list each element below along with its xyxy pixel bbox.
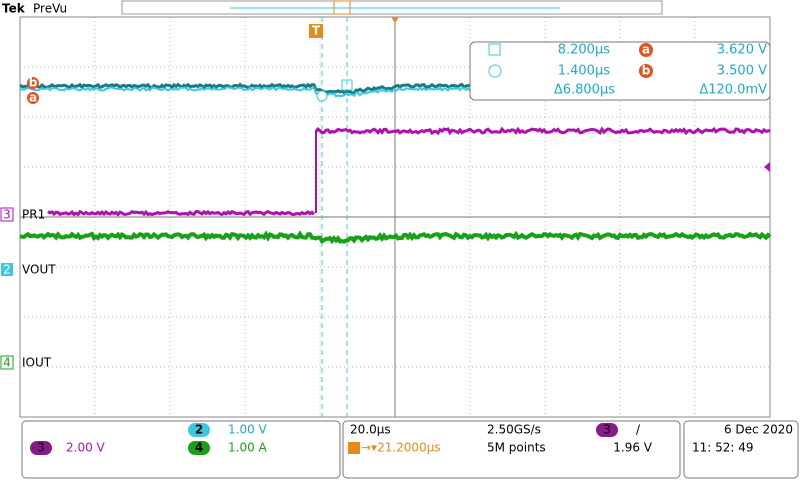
b-label: b: [642, 64, 651, 78]
ch4-status-number: 4: [195, 441, 203, 455]
trigger-source: 3: [603, 423, 611, 437]
b-marker-label: b: [29, 76, 38, 90]
trigger-level-marker: [764, 162, 770, 172]
record-length: 5M points: [487, 441, 546, 455]
ch3-number: 3: [3, 208, 11, 222]
trigger-position: →▾21.2000µs: [361, 441, 441, 455]
ch2-label: VOUT: [22, 263, 56, 277]
ch3-trace-high: [316, 129, 770, 133]
sample-rate: 2.50GS/s: [487, 423, 541, 437]
time: 11: 52: 49: [692, 441, 754, 455]
cursor-2-point: [317, 91, 327, 101]
cursor-2-time: 1.400µs: [558, 64, 610, 79]
trigger-level: 1.96 V: [613, 441, 653, 455]
trigger-marker: T: [312, 24, 321, 38]
ch2-number: 2: [3, 263, 11, 277]
ch3-label: PR1: [22, 208, 45, 222]
mode: PreVu: [33, 2, 67, 16]
ch3-trace-low: [48, 212, 314, 215]
b-value: 3.500 V: [717, 64, 767, 79]
ch4-number: 4: [3, 356, 11, 370]
brand: Tek: [2, 2, 26, 16]
trigger-icon: [348, 442, 360, 454]
trigger-position-marker: [391, 17, 399, 23]
a-marker-label: a: [29, 91, 37, 105]
timebase: 20.0µs: [350, 423, 391, 437]
a-value: 3.620 V: [717, 43, 767, 58]
date: 6 Dec 2020: [724, 423, 793, 437]
ch4-label: IOUT: [22, 356, 52, 370]
cursor-1-time: 8.200µs: [558, 43, 610, 58]
ch2-status-number: 2: [195, 423, 203, 437]
ch3-status-number: 3: [37, 441, 45, 455]
ch3-scale: 2.00 V: [66, 441, 106, 455]
a-label: a: [642, 43, 650, 57]
delta-time: Δ6.800µs: [554, 83, 615, 98]
delta-value: Δ120.0mV: [699, 83, 767, 98]
ch4-scale: 1.00 A: [228, 441, 268, 455]
ch2-scale: 1.00 V: [228, 423, 268, 437]
